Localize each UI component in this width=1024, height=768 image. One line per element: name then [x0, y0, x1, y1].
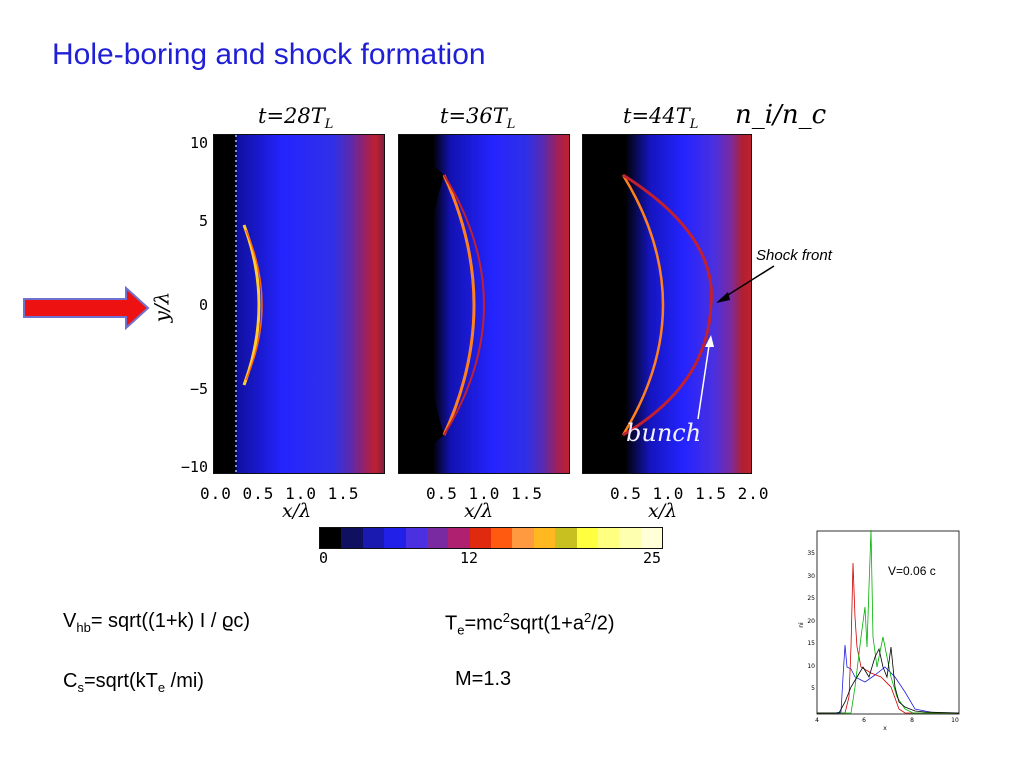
x-ticks-panel-2: 0.5 1.0 1.5 [426, 484, 543, 503]
colorbar-tick: 25 [643, 549, 662, 567]
small-plot-y-tick: 10 [807, 663, 815, 670]
colorbar-swatch [597, 528, 620, 548]
colorbar-swatch [426, 528, 449, 548]
hole-boring-velocity-equation: Vhb= sqrt((1+k) I / ϱc) [63, 610, 251, 635]
density-panel-3 [582, 134, 752, 474]
shock-front-annotation: Shock front [756, 247, 832, 264]
colorbar-swatch [384, 528, 406, 548]
colorbar-swatch [469, 528, 491, 548]
x-ticks-panel-3: 0.5 1.0 1.5 2.0 [610, 484, 770, 503]
small-plot-y-tick: 30 [807, 573, 815, 580]
colorbar-swatch [533, 528, 556, 548]
bunch-arrow-icon [697, 335, 714, 420]
blue-density-curve [817, 644, 959, 714]
small-plot-y-tick: 25 [807, 595, 815, 602]
y-axis-label: y/λ [149, 291, 174, 323]
panel-3-time: t=44TL [623, 104, 699, 133]
colorbar-swatch [405, 528, 427, 548]
y-tick: −10 [180, 458, 208, 476]
small-plot-x-tick: 10 [951, 717, 959, 724]
y-tick: 0 [198, 296, 208, 314]
x-axis-label-panel-2: x/λ [464, 500, 494, 522]
red-density-curve [817, 562, 959, 714]
small-plot-y-tick: 20 [807, 618, 815, 625]
small-plot-y-label: ni [798, 622, 805, 628]
panel-2-time: t=36TL [440, 104, 516, 133]
panel-1-time: t=28TL [258, 104, 334, 133]
y-tick: 10 [189, 134, 208, 152]
colorbar-swatch [512, 528, 534, 548]
x-axis-label-panel-1: x/λ [282, 500, 312, 522]
colorbar-swatch [362, 528, 385, 548]
small-plot-x-tick: 6 [862, 717, 866, 724]
green-density-curve [817, 529, 959, 714]
colorbar-swatch [448, 528, 470, 548]
colorbar-tick: 0 [319, 549, 329, 567]
small-plot-y-tick: 35 [807, 550, 815, 557]
density-panel-1 [213, 134, 385, 474]
velocity-label: V=0.06 c [888, 564, 936, 578]
density-panel-2 [398, 134, 570, 474]
small-plot-y-tick: 5 [811, 685, 815, 692]
x-axis-label-panel-3: x/λ [648, 500, 678, 522]
mach-number: M=1.3 [455, 668, 512, 690]
colorbar-quantity-label: n_i/n_c [735, 100, 827, 130]
ion-density-profile-plot: 5 10 15 20 25 30 35 4 6 8 10 x ni [798, 529, 960, 732]
colorbar-swatch [555, 528, 577, 548]
small-plot-x-tick: 8 [910, 717, 914, 724]
colorbar-swatch [640, 528, 662, 548]
colorbar-swatch [619, 528, 641, 548]
x-ticks-panel-1: 0.0 0.5 1.0 1.5 [200, 484, 360, 503]
black-density-curve [817, 646, 960, 714]
colorbar-swatch [320, 528, 342, 548]
colorbar [319, 527, 663, 549]
y-tick: −5 [189, 380, 208, 398]
colorbar-tick: 12 [460, 549, 479, 567]
colorbar-swatch [576, 528, 598, 548]
colorbar-swatch [491, 528, 513, 548]
small-plot-x-tick: 4 [815, 717, 819, 724]
sound-speed-equation: Cs=sqrt(kTe /mi) [63, 670, 204, 695]
slide-title: Hole-boring and shock formation [52, 38, 486, 71]
small-plot-x-label: x [883, 725, 887, 732]
colorbar-swatch [341, 528, 363, 548]
electron-temperature-equation: Te=mc2sqrt(1+a2/2) [445, 610, 615, 638]
bunch-annotation: bunch [626, 419, 702, 447]
laser-arrow-icon [23, 285, 150, 331]
y-tick: 5 [198, 212, 208, 230]
shock-front-arrow-icon [716, 265, 775, 303]
small-plot-y-tick: 15 [807, 640, 815, 647]
